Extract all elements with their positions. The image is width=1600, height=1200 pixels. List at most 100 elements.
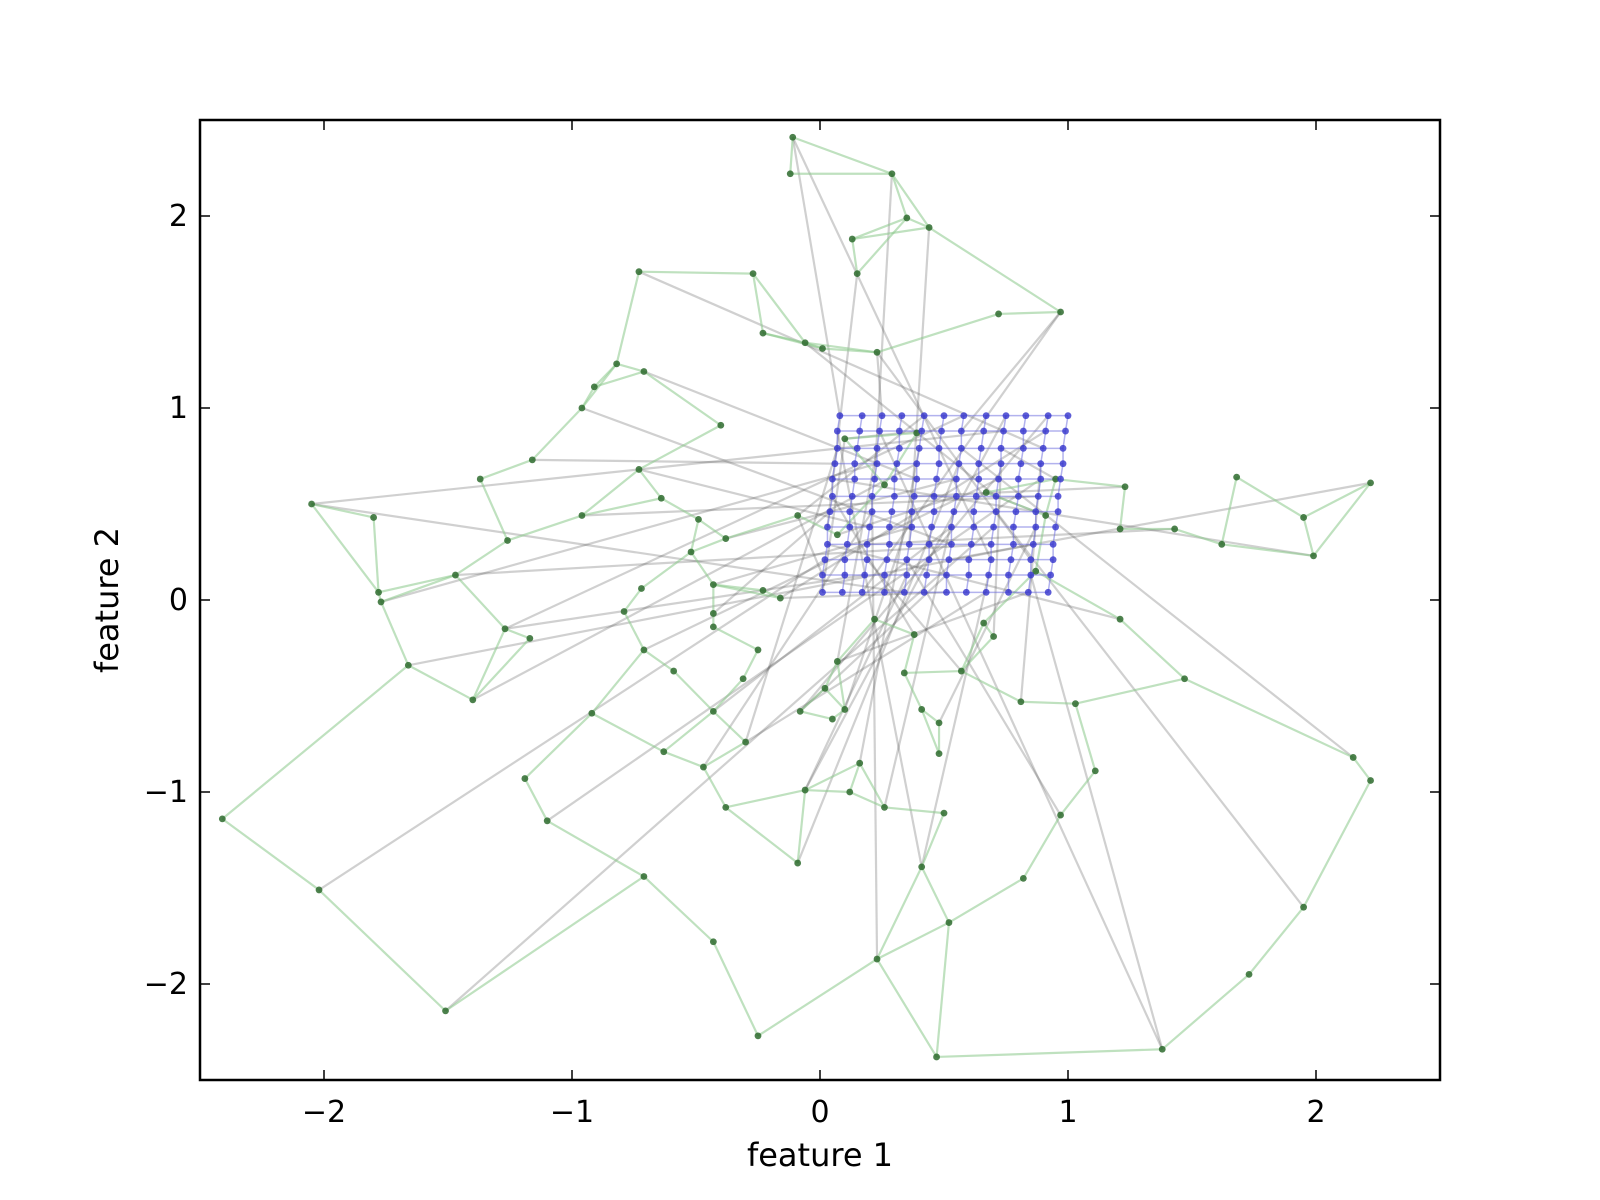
map-point [801,339,809,347]
tick-labels: −2 −1 0 1 2 −2 −1 0 1 2 [144,199,1326,1130]
map-point [528,456,536,464]
grid-point [987,556,995,564]
map-point [476,475,484,483]
map-edge [581,468,640,517]
grid-point [1015,475,1022,483]
map-point [452,571,459,579]
connection-line [908,227,931,545]
grid-point [935,460,943,468]
grid-point [1017,460,1025,468]
grid-point [898,412,906,420]
grid-point [846,523,854,531]
grid-point [1010,523,1017,531]
grid-point [846,508,854,516]
y-axis-label: feature 2 [88,527,126,673]
grid-point [928,523,935,531]
grid-point [819,571,826,579]
map-edge [921,708,940,724]
grid-point [886,540,893,548]
x-tick-label: 1 [1058,1095,1077,1130]
map-point [888,170,896,178]
map-edge [752,272,806,344]
grid-point [905,540,913,548]
map-point [1042,512,1050,519]
map-edge [920,812,946,868]
grid-point [883,556,891,564]
grid-point [965,556,973,564]
map-point [856,759,864,767]
map-edge [507,514,583,542]
map-point [635,268,643,276]
map-point [1116,525,1124,533]
grid-point [1059,444,1067,452]
grid-point [948,523,955,531]
map-point [910,631,918,638]
map-edge [479,478,509,541]
grid-point [1005,571,1012,579]
grid-point [975,460,983,468]
connection-line [837,495,957,536]
map-edge [643,875,715,943]
map-edge [581,363,618,409]
connection-line [799,414,1050,713]
map-point [687,548,695,556]
map-edge [640,551,692,590]
grid-point [1062,427,1069,435]
grid-point [856,427,864,435]
y-tick-label: 2 [169,199,188,234]
map-edge [454,539,509,576]
map-edge [1119,618,1186,680]
map-edge [593,370,645,388]
map-point [935,719,943,727]
map-edge [849,790,885,809]
map-edge [903,634,916,674]
map-point [1367,479,1374,487]
map-point [501,625,509,633]
grid-point [970,508,978,516]
connection-line [876,351,1032,561]
grid-point [868,508,876,516]
map-edge [1044,478,1057,516]
map-point [1233,473,1241,481]
map-point [881,803,888,811]
map-edge [712,677,744,713]
map-point [695,515,702,523]
grid-point [831,460,839,468]
grid-point [987,540,995,548]
map-point [759,329,767,337]
map-point [1116,615,1124,623]
map-edge [792,136,893,175]
map-edge [928,226,1062,313]
map-edge [982,570,1037,624]
map-point [940,809,948,817]
connection-line [832,477,1314,557]
grid-point [913,460,921,468]
map-edge [843,438,886,486]
plot-frame [198,118,1442,1082]
map-point [709,707,717,715]
connection-line [796,515,824,576]
map-edge [858,762,886,808]
connection-line [712,510,831,615]
map-edge [581,497,662,517]
map-point [982,489,990,496]
map-point [370,514,377,521]
grid-point [940,412,948,420]
connection-line [643,370,918,481]
grid-point [876,427,883,435]
connection-line [905,559,1062,816]
map-point [819,345,826,352]
map-edge [960,670,1022,703]
map-point [590,383,598,391]
connection-line [831,495,916,636]
map-edge [824,687,846,711]
grid-point [957,444,965,452]
map-point [759,587,767,594]
map-edge [796,789,807,864]
grid-point [893,460,901,468]
map-edge [823,660,839,689]
map-edge [935,922,951,1058]
grid-point [1019,444,1027,452]
map-edge [799,687,826,713]
grid-point [833,427,841,435]
